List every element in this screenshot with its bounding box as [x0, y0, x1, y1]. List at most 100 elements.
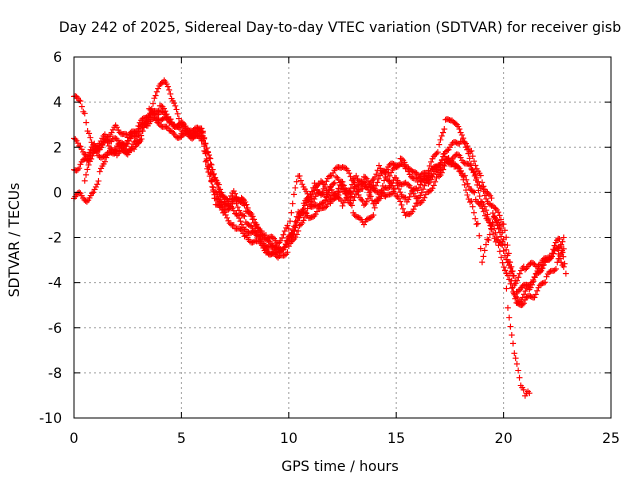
- data-point: [111, 150, 118, 157]
- data-point: [503, 256, 510, 263]
- data-point: [562, 270, 569, 277]
- data-point: [539, 262, 546, 269]
- data-point: [379, 182, 386, 189]
- data-point: [310, 184, 317, 191]
- data-point: [550, 246, 557, 253]
- data-point: [472, 171, 479, 178]
- data-point: [283, 237, 290, 244]
- data-point: [217, 186, 224, 193]
- data-point: [335, 192, 342, 199]
- data-point: [560, 253, 567, 260]
- data-point: [292, 222, 299, 229]
- data-point: [360, 202, 367, 209]
- data-point: [507, 280, 514, 287]
- data-point: [467, 148, 474, 155]
- data-point: [514, 295, 521, 302]
- data-point: [502, 267, 509, 274]
- data-point: [217, 200, 224, 207]
- data-point: [505, 262, 512, 269]
- data-point: [479, 179, 486, 186]
- data-point: [299, 181, 306, 188]
- data-point: [281, 252, 288, 259]
- data-point: [407, 190, 414, 197]
- data-point: [230, 207, 237, 214]
- data-point: [501, 227, 508, 234]
- data-point: [463, 176, 470, 183]
- data-point: [434, 149, 441, 156]
- data-point: [249, 225, 256, 232]
- data-point: [308, 188, 315, 195]
- data-point: [81, 110, 88, 117]
- data-point: [138, 135, 145, 142]
- data-point: [499, 259, 506, 266]
- data-point: [367, 193, 374, 200]
- data-point: [551, 242, 558, 249]
- data-point: [543, 255, 550, 262]
- data-point: [487, 222, 494, 229]
- data-point: [318, 178, 325, 185]
- data-point: [561, 260, 568, 267]
- data-point: [485, 200, 492, 207]
- data-point: [365, 184, 372, 191]
- data-point: [469, 153, 476, 160]
- data-point: [74, 140, 81, 147]
- data-point: [506, 314, 513, 321]
- data-point: [501, 252, 508, 259]
- data-point: [363, 198, 370, 205]
- data-point: [428, 172, 435, 179]
- data-point: [369, 197, 376, 204]
- data-point: [107, 149, 114, 156]
- data-point: [108, 138, 115, 145]
- data-point: [78, 103, 85, 110]
- data-point: [475, 200, 482, 207]
- data-point: [436, 141, 443, 148]
- data-point: [452, 139, 459, 146]
- data-point: [167, 116, 174, 123]
- data-point: [112, 150, 119, 157]
- data-point: [496, 248, 503, 255]
- data-point: [338, 182, 345, 189]
- data-point: [284, 222, 291, 229]
- data-point: [269, 250, 276, 257]
- data-point: [373, 182, 380, 189]
- data-point: [420, 186, 427, 193]
- data-point: [401, 180, 408, 187]
- data-point: [164, 83, 171, 90]
- data-point: [469, 188, 476, 195]
- y-tick-label: -10: [39, 411, 62, 427]
- data-point: [557, 241, 564, 248]
- data-point: [249, 213, 256, 220]
- data-point: [359, 197, 366, 204]
- data-point: [173, 106, 180, 113]
- data-point: [141, 124, 148, 131]
- data-point: [247, 209, 254, 216]
- y-tick-label: -4: [48, 276, 62, 292]
- data-point: [223, 195, 230, 202]
- data-point: [534, 287, 541, 294]
- data-point: [470, 209, 477, 216]
- data-point: [508, 285, 515, 292]
- data-point: [454, 151, 461, 158]
- data-point: [441, 126, 448, 133]
- data-point: [159, 108, 166, 115]
- data-point: [175, 134, 182, 141]
- data-point: [312, 183, 319, 190]
- y-tick-label: 4: [53, 95, 62, 111]
- data-point: [202, 140, 209, 147]
- data-point: [337, 179, 344, 186]
- data-point: [309, 203, 316, 210]
- data-point: [481, 247, 488, 254]
- data-point: [342, 164, 349, 171]
- data-point: [94, 181, 101, 188]
- data-point: [265, 237, 272, 244]
- data-point: [139, 128, 146, 135]
- data-point: [246, 222, 253, 229]
- data-point: [472, 215, 479, 222]
- data-point: [347, 185, 354, 192]
- data-point: [507, 323, 514, 330]
- data-point: [491, 204, 498, 211]
- data-point: [208, 177, 215, 184]
- data-point: [507, 265, 514, 272]
- data-point: [461, 181, 468, 188]
- data-point: [299, 206, 306, 213]
